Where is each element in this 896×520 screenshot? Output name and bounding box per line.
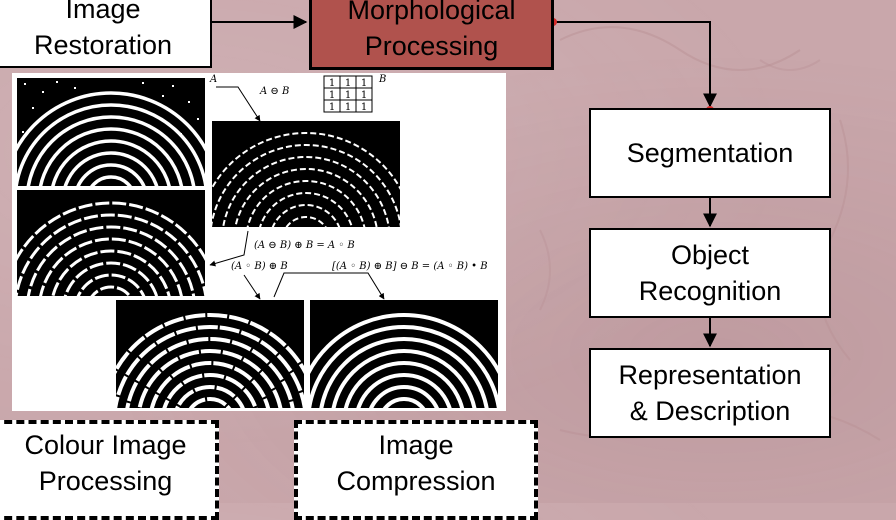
object-recognition-line-1: Object <box>670 240 750 270</box>
morphology-figure-svg: 1 1 1 1 1 1 1 1 1 A B A ⊖ B (A ⊖ B) ⊕ B … <box>17 74 498 408</box>
se-cell: 1 <box>345 102 351 113</box>
se-cell: 1 <box>361 90 367 101</box>
image-restoration-box: Image Restoration <box>0 0 212 68</box>
figure-arrows <box>209 86 385 300</box>
colour-image-line-1: Colour Image <box>24 430 187 460</box>
morphological-processing-line-1: Morphological <box>347 0 516 25</box>
closing-label: [(A ◦ B) ⊕ B] ⊖ B = (A ◦ B) • B <box>332 261 488 272</box>
colour-image-line-2: Processing <box>38 466 173 496</box>
representation-line-2: & Description <box>629 396 791 426</box>
structuring-element-grid: 1 1 1 1 1 1 1 1 1 <box>323 75 373 113</box>
dilation-label: (A ◦ B) ⊕ B <box>231 261 288 272</box>
fingerprint-closed <box>310 300 498 408</box>
erosion-label: A ⊖ B <box>259 86 289 97</box>
image-compression-line-2: Compression <box>336 466 496 496</box>
opening-label: (A ⊖ B) ⊕ B = A ◦ B <box>254 240 355 251</box>
segmentation-box: Segmentation <box>589 108 831 198</box>
image-restoration-line-1: Image <box>65 0 141 24</box>
object-recognition-box: Object Recognition <box>589 228 831 318</box>
representation-line-1: Representation <box>618 360 802 390</box>
image-compression-line-1: Image <box>378 430 454 460</box>
representation-description-box: Representation & Description <box>589 348 831 438</box>
fingerprint-dilated <box>116 300 304 408</box>
se-cell: 1 <box>345 78 351 89</box>
se-cell: 1 <box>361 78 367 89</box>
image-compression-box: Image Compression <box>294 420 538 520</box>
segmentation-label: Segmentation <box>626 138 794 168</box>
se-cell: 1 <box>329 102 335 113</box>
label-a: A <box>209 74 217 85</box>
se-cell: 1 <box>361 102 367 113</box>
se-cell: 1 <box>329 90 335 101</box>
se-cell: 1 <box>329 78 335 89</box>
fingerprint-original <box>17 78 205 186</box>
se-cell: 1 <box>345 90 351 101</box>
fingerprint-eroded <box>212 121 400 227</box>
label-b: B <box>378 74 386 85</box>
object-recognition-line-2: Recognition <box>638 276 782 306</box>
morphology-figure: 1 1 1 1 1 1 1 1 1 A B A ⊖ B (A ⊖ B) ⊕ B … <box>12 73 506 411</box>
colour-image-processing-box: Colour Image Processing <box>0 420 219 520</box>
morphological-processing-line-2: Processing <box>364 31 499 61</box>
image-restoration-line-2: Restoration <box>33 30 173 60</box>
morphological-processing-box: Morphological Processing <box>309 0 554 70</box>
fingerprint-opened <box>17 190 205 296</box>
arrow-morph-to-segmentation <box>553 21 717 108</box>
